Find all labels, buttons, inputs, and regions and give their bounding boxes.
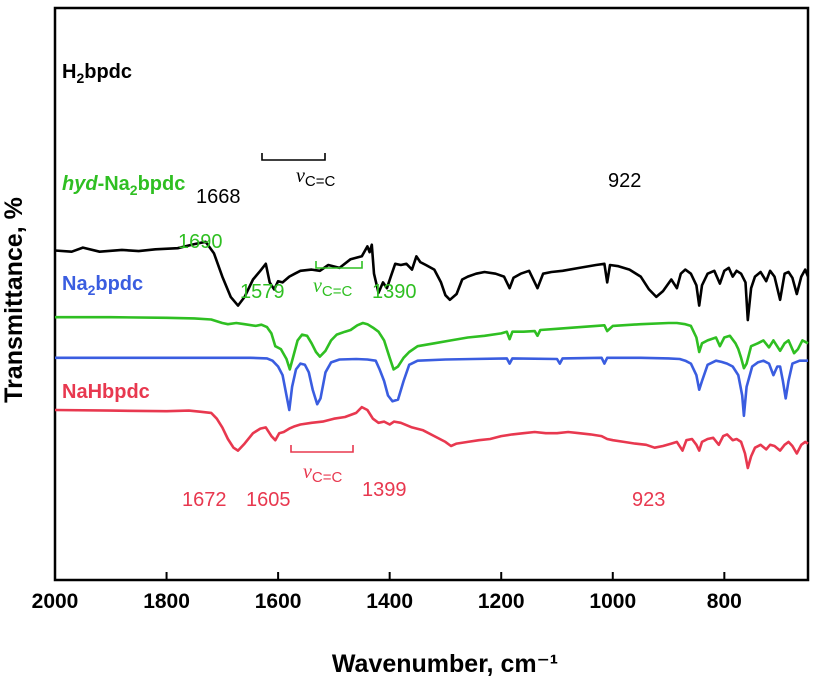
series-label-1: H2bpdc (62, 61, 132, 86)
x-tick-label: 1200 (478, 590, 525, 613)
series-label-part: Na (62, 273, 88, 295)
peak-label: 1390 (372, 281, 417, 303)
vcc-subscript: C=C (312, 469, 343, 486)
x-tick-label: 1000 (589, 590, 636, 613)
x-tick-label: 1600 (255, 590, 302, 613)
series-label-2: hyd-Na2bpdc (62, 173, 185, 198)
vcc-label: vC=C (296, 165, 335, 190)
series-label-part: 2 (130, 182, 138, 198)
series-label-part: bpdc (95, 273, 143, 295)
series-label-part: hyd (62, 173, 98, 195)
vcc-symbol: v (296, 165, 305, 187)
series-label-part: bpdc (84, 61, 132, 83)
plot-frame (53, 6, 810, 582)
series-label-3: Na2bpdc (62, 273, 143, 298)
peak-label: 1579 (240, 281, 285, 303)
series-label-part: -Na (98, 173, 131, 195)
series-label-4: NaHbpdc (62, 381, 150, 403)
x-tick-label: 1800 (143, 590, 190, 613)
y-axis-title: Transmittance, % (0, 197, 28, 403)
vcc-subscript: C=C (305, 173, 336, 190)
peak-label: 1605 (246, 489, 291, 511)
peak-label: 1668 (196, 186, 241, 208)
vcc-symbol: v (303, 461, 312, 483)
series-label-part: 2 (76, 70, 84, 86)
peak-label: 922 (608, 170, 641, 192)
x-tick-label: 800 (707, 590, 742, 613)
series-line-4 (54, 405, 809, 470)
peak-label: 1672 (182, 489, 227, 511)
vcc-label: vC=C (313, 275, 352, 300)
peak-label: 1399 (362, 479, 407, 501)
vcc-bracket (315, 261, 363, 269)
series-line-2 (55, 315, 809, 371)
x-tick-label: 2000 (32, 590, 79, 613)
x-axis-title: Wavenumber, cm⁻¹ (332, 650, 558, 678)
x-tick-label: 1400 (366, 590, 413, 613)
peak-label: 923 (632, 489, 665, 511)
vcc-bracket (290, 445, 354, 453)
vcc-bracket (261, 153, 326, 161)
vcc-subscript: C=C (322, 283, 353, 300)
series-label-part: H (62, 61, 76, 83)
series-layer (54, 240, 810, 470)
series-label-part: bpdc (138, 173, 186, 195)
series-line-1 (54, 240, 810, 322)
plot-area-border (53, 6, 810, 582)
vcc-symbol: v (313, 275, 322, 297)
peak-label: 1690 (178, 231, 223, 253)
series-line-3 (55, 356, 808, 418)
series-label-part: 2 (88, 282, 96, 298)
series-label-part: NaHbpdc (62, 381, 150, 403)
vcc-label: vC=C (303, 461, 342, 486)
x-axis-ticks: 2000 1800 1600 1400 1200 1000 800 (32, 572, 742, 613)
